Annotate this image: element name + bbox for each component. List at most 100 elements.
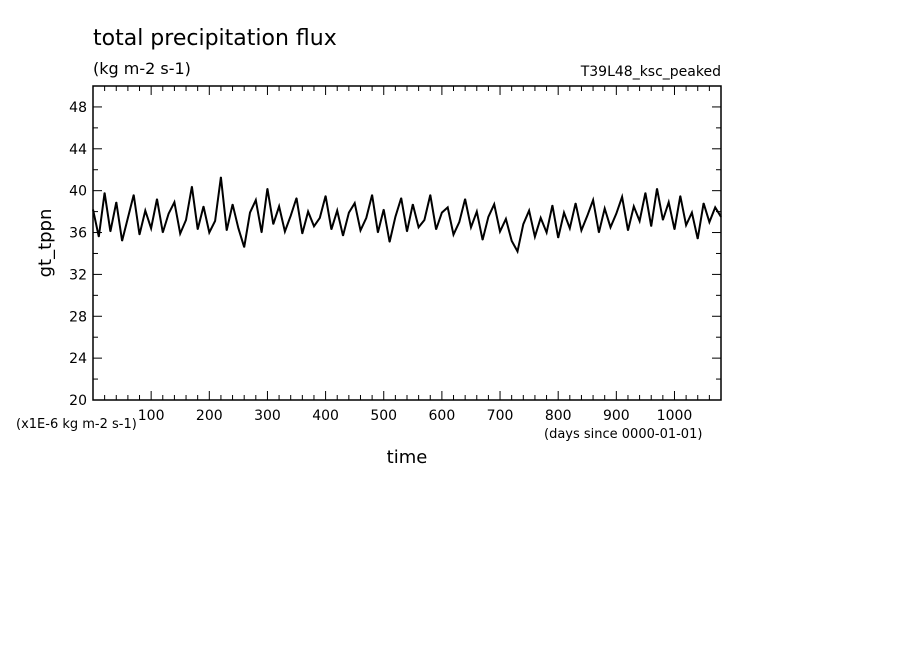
data-point	[214, 220, 216, 222]
data-point	[115, 201, 117, 203]
data-point	[325, 195, 327, 197]
data-point	[621, 196, 623, 198]
data-point	[522, 223, 524, 225]
data-point	[505, 218, 507, 220]
data-point	[371, 194, 373, 196]
data-point	[487, 216, 489, 218]
data-point	[656, 188, 658, 190]
data-point	[359, 229, 362, 231]
data-point	[406, 230, 408, 233]
data-point	[185, 219, 187, 221]
data-point	[511, 240, 513, 242]
data-point	[98, 236, 100, 238]
data-point	[354, 202, 356, 204]
data-point	[540, 217, 542, 219]
data-point	[447, 206, 449, 208]
data-point	[313, 225, 315, 227]
data-point	[92, 208, 94, 211]
data-point	[127, 217, 129, 219]
data-point	[365, 217, 367, 219]
data-point	[720, 216, 722, 218]
data-point	[418, 226, 420, 228]
data-point	[138, 234, 141, 236]
data-point	[121, 240, 123, 242]
data-point	[633, 205, 635, 207]
data-point	[330, 228, 332, 230]
data-point	[429, 194, 431, 196]
y-tick-label: 48	[69, 100, 87, 116]
data-point	[569, 227, 571, 229]
data-point	[662, 219, 664, 221]
x-tick-label: 400	[312, 408, 339, 424]
data-point	[598, 231, 600, 234]
data-point	[639, 220, 641, 222]
data-point	[435, 228, 437, 230]
data-point	[575, 202, 577, 204]
data-point	[650, 225, 652, 227]
data-point	[173, 201, 175, 203]
x-tick-label: 1000	[657, 408, 693, 424]
data-point	[295, 197, 298, 199]
data-point	[400, 197, 402, 199]
data-point	[482, 239, 484, 241]
data-point	[476, 211, 478, 213]
data-point	[261, 231, 263, 234]
x-tick-label: 200	[196, 408, 223, 424]
chart-title: total precipitation flux	[93, 26, 337, 51]
data-point	[499, 230, 501, 233]
data-point	[586, 215, 588, 217]
x-ticks: 100 200 300 400 500 600 700 800 900 1000	[104, 86, 710, 424]
data-point	[191, 185, 193, 188]
data-point	[179, 233, 181, 235]
x-tick-label: 500	[370, 408, 397, 424]
data-point	[162, 231, 164, 234]
data-point	[458, 221, 460, 223]
x-tick-label: 600	[429, 408, 456, 424]
y-tick-label: 20	[69, 393, 87, 409]
chart-units-subtitle: (kg m-2 s-1)	[93, 59, 191, 78]
data-point	[301, 233, 303, 235]
data-point	[243, 246, 245, 248]
data-point	[493, 203, 495, 205]
data-point	[377, 231, 379, 234]
series-line-0	[92, 176, 722, 255]
data-point	[156, 198, 158, 200]
data-point	[342, 235, 344, 237]
data-point	[278, 205, 280, 207]
data-point	[464, 198, 466, 200]
data-point	[255, 199, 257, 201]
data-point	[714, 206, 716, 208]
data-point	[516, 250, 519, 252]
data-point	[389, 241, 391, 243]
y-tick-label: 36	[69, 226, 87, 242]
data-point	[290, 215, 292, 217]
run-label: T39L48_ksc_peaked	[580, 64, 721, 80]
data-point	[452, 234, 455, 236]
data-point	[580, 229, 583, 231]
x-tick-label: 100	[138, 408, 165, 424]
y-axis-label: gt_tppn	[35, 209, 56, 278]
data-point	[708, 221, 711, 223]
data-point	[691, 212, 693, 214]
y-ticks: 20 24 28 32 36 40 44 48	[69, 100, 721, 409]
data-point	[168, 213, 170, 215]
data-point	[423, 219, 425, 221]
y-tick-label: 40	[69, 184, 87, 200]
data-point	[232, 203, 234, 205]
data-point	[470, 226, 472, 228]
x-tick-label: 900	[603, 408, 630, 424]
x-axis-label: time	[387, 447, 428, 468]
data-point	[348, 212, 350, 214]
data-point	[220, 176, 222, 178]
data-point	[133, 194, 135, 196]
y-tick-label: 32	[69, 267, 87, 283]
data-point	[528, 210, 530, 212]
data-point	[208, 231, 210, 234]
data-point	[644, 192, 647, 194]
data-point	[685, 224, 687, 226]
x-tick-label: 700	[487, 408, 514, 424]
data-point	[679, 195, 681, 197]
data-point	[104, 192, 106, 194]
data-point	[226, 229, 228, 231]
